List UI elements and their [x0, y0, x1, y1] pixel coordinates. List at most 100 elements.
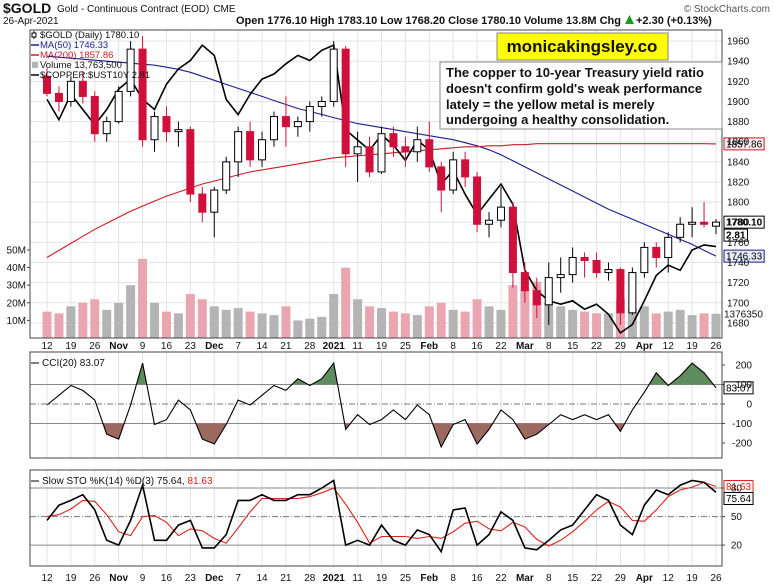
candle-body [54, 92, 63, 102]
volume-bar [663, 311, 673, 338]
indicator-line [46, 479, 717, 554]
volume-bar [161, 311, 171, 338]
candle-body [532, 290, 541, 306]
volume-bar [675, 309, 685, 338]
x-tick-label: 26 [89, 573, 101, 584]
candle-body [102, 121, 111, 135]
volume-bar [687, 315, 697, 338]
x-tick-label: 12 [41, 573, 53, 584]
candle-body [43, 75, 51, 94]
candle-body [508, 206, 517, 274]
x-tick-label: 8 [546, 341, 552, 352]
y-tick-label: 1760 [727, 238, 750, 249]
candle-body [664, 236, 673, 258]
x-tick-label: Mar [516, 573, 534, 584]
volume-bar [114, 302, 124, 338]
x-tick-label: 11 [352, 341, 363, 352]
y-tick-label: 1700 [727, 298, 750, 309]
y-tick-label: -100 [732, 419, 752, 430]
candle-body [66, 80, 75, 102]
volume-bar [711, 313, 721, 338]
axis-tag: 1857.86 [726, 139, 763, 150]
candle-body [473, 176, 482, 225]
candle-body [437, 166, 446, 191]
cci-panel [29, 351, 723, 459]
volume-bar [185, 294, 195, 338]
volume-bar [329, 294, 339, 338]
axis-tag: 81.63 [726, 482, 751, 493]
legend-name: %D(3) [126, 476, 154, 487]
candle-body [425, 139, 434, 168]
axis-tag: 1746.33 [726, 252, 763, 263]
candle-body [246, 131, 255, 161]
x-tick-label: 21 [280, 341, 292, 352]
sto-panel [29, 469, 723, 567]
candle-body [449, 159, 458, 191]
x-tick-label: 22 [495, 573, 507, 584]
x-tick-label: 8 [450, 573, 456, 584]
candle-body [485, 219, 494, 225]
candle-body [353, 146, 362, 155]
x-tick-label: 29 [615, 341, 627, 352]
x-tick-label: 16 [472, 573, 484, 584]
candle-body [269, 116, 278, 141]
y-tick-label: 1800 [727, 198, 750, 209]
legend-name: %K(14) [90, 476, 123, 487]
legend-separator: , [182, 476, 185, 487]
volume-bar [233, 308, 243, 338]
legend-name: Volume [40, 60, 72, 71]
x-tick-label: 7 [235, 573, 241, 584]
volume-bar [245, 311, 255, 338]
axis-tag: 83.07 [726, 383, 751, 394]
y-tick-label: 1920 [727, 77, 750, 88]
candle-body [78, 80, 87, 97]
volume-bar [460, 311, 470, 338]
candle-body [186, 129, 195, 195]
x-tick-label: 14 [256, 573, 268, 584]
legend-value: 1857.86 [79, 50, 113, 61]
axis-tag-box [723, 249, 765, 263]
candle-body [628, 272, 637, 314]
note-box [439, 61, 723, 130]
y-tick-label: 1820 [727, 177, 750, 188]
note-line: undergoing a healthy consolidation. [446, 112, 669, 127]
candle-body [210, 189, 219, 213]
candle-body [496, 206, 505, 221]
candle-body [401, 146, 410, 153]
candle-body [712, 221, 720, 227]
volume-bar [388, 311, 398, 338]
volume-bar [257, 313, 267, 338]
y-tick-label: 1940 [727, 57, 750, 68]
x-tick-label: 15 [567, 573, 579, 584]
x-tick-label: Dec [205, 573, 224, 584]
x-tick-label: 15 [567, 341, 579, 352]
y-tick-label: 1960 [727, 37, 750, 48]
quote: Open 1776.10 High 1783.10 Low 1768.20 Cl… [236, 15, 621, 27]
axis-tag: 2.81 [726, 231, 746, 242]
volume-bar [592, 313, 602, 338]
candle-body [377, 133, 386, 173]
volume-bar [484, 306, 494, 338]
volume-bar [424, 306, 434, 338]
indicator-line [46, 361, 717, 449]
y-tick-label: 1740 [727, 258, 750, 269]
credit: © StockCharts.com [684, 4, 770, 15]
candle-body [258, 139, 267, 161]
volume-bar [102, 309, 112, 338]
up-arrow [624, 15, 634, 24]
x-tick-label: 12 [663, 341, 675, 352]
candle-body [652, 246, 661, 258]
volume-tag: 1376350 [724, 309, 763, 320]
legend-entry: $COPPER:$UST10Y 2.81 [40, 70, 150, 81]
candle-body [461, 159, 470, 178]
x-tick-label: 26 [89, 341, 101, 352]
x-tick-label: 16 [161, 341, 173, 352]
legend-value: 13,763,500 [74, 60, 122, 71]
volume-bar [293, 320, 303, 338]
legend-name: MA(200) [40, 50, 76, 61]
volume-bar [66, 306, 76, 338]
x-tick-label: 16 [472, 341, 484, 352]
x-tick-label: 19 [65, 573, 77, 584]
candle-body [592, 259, 601, 274]
